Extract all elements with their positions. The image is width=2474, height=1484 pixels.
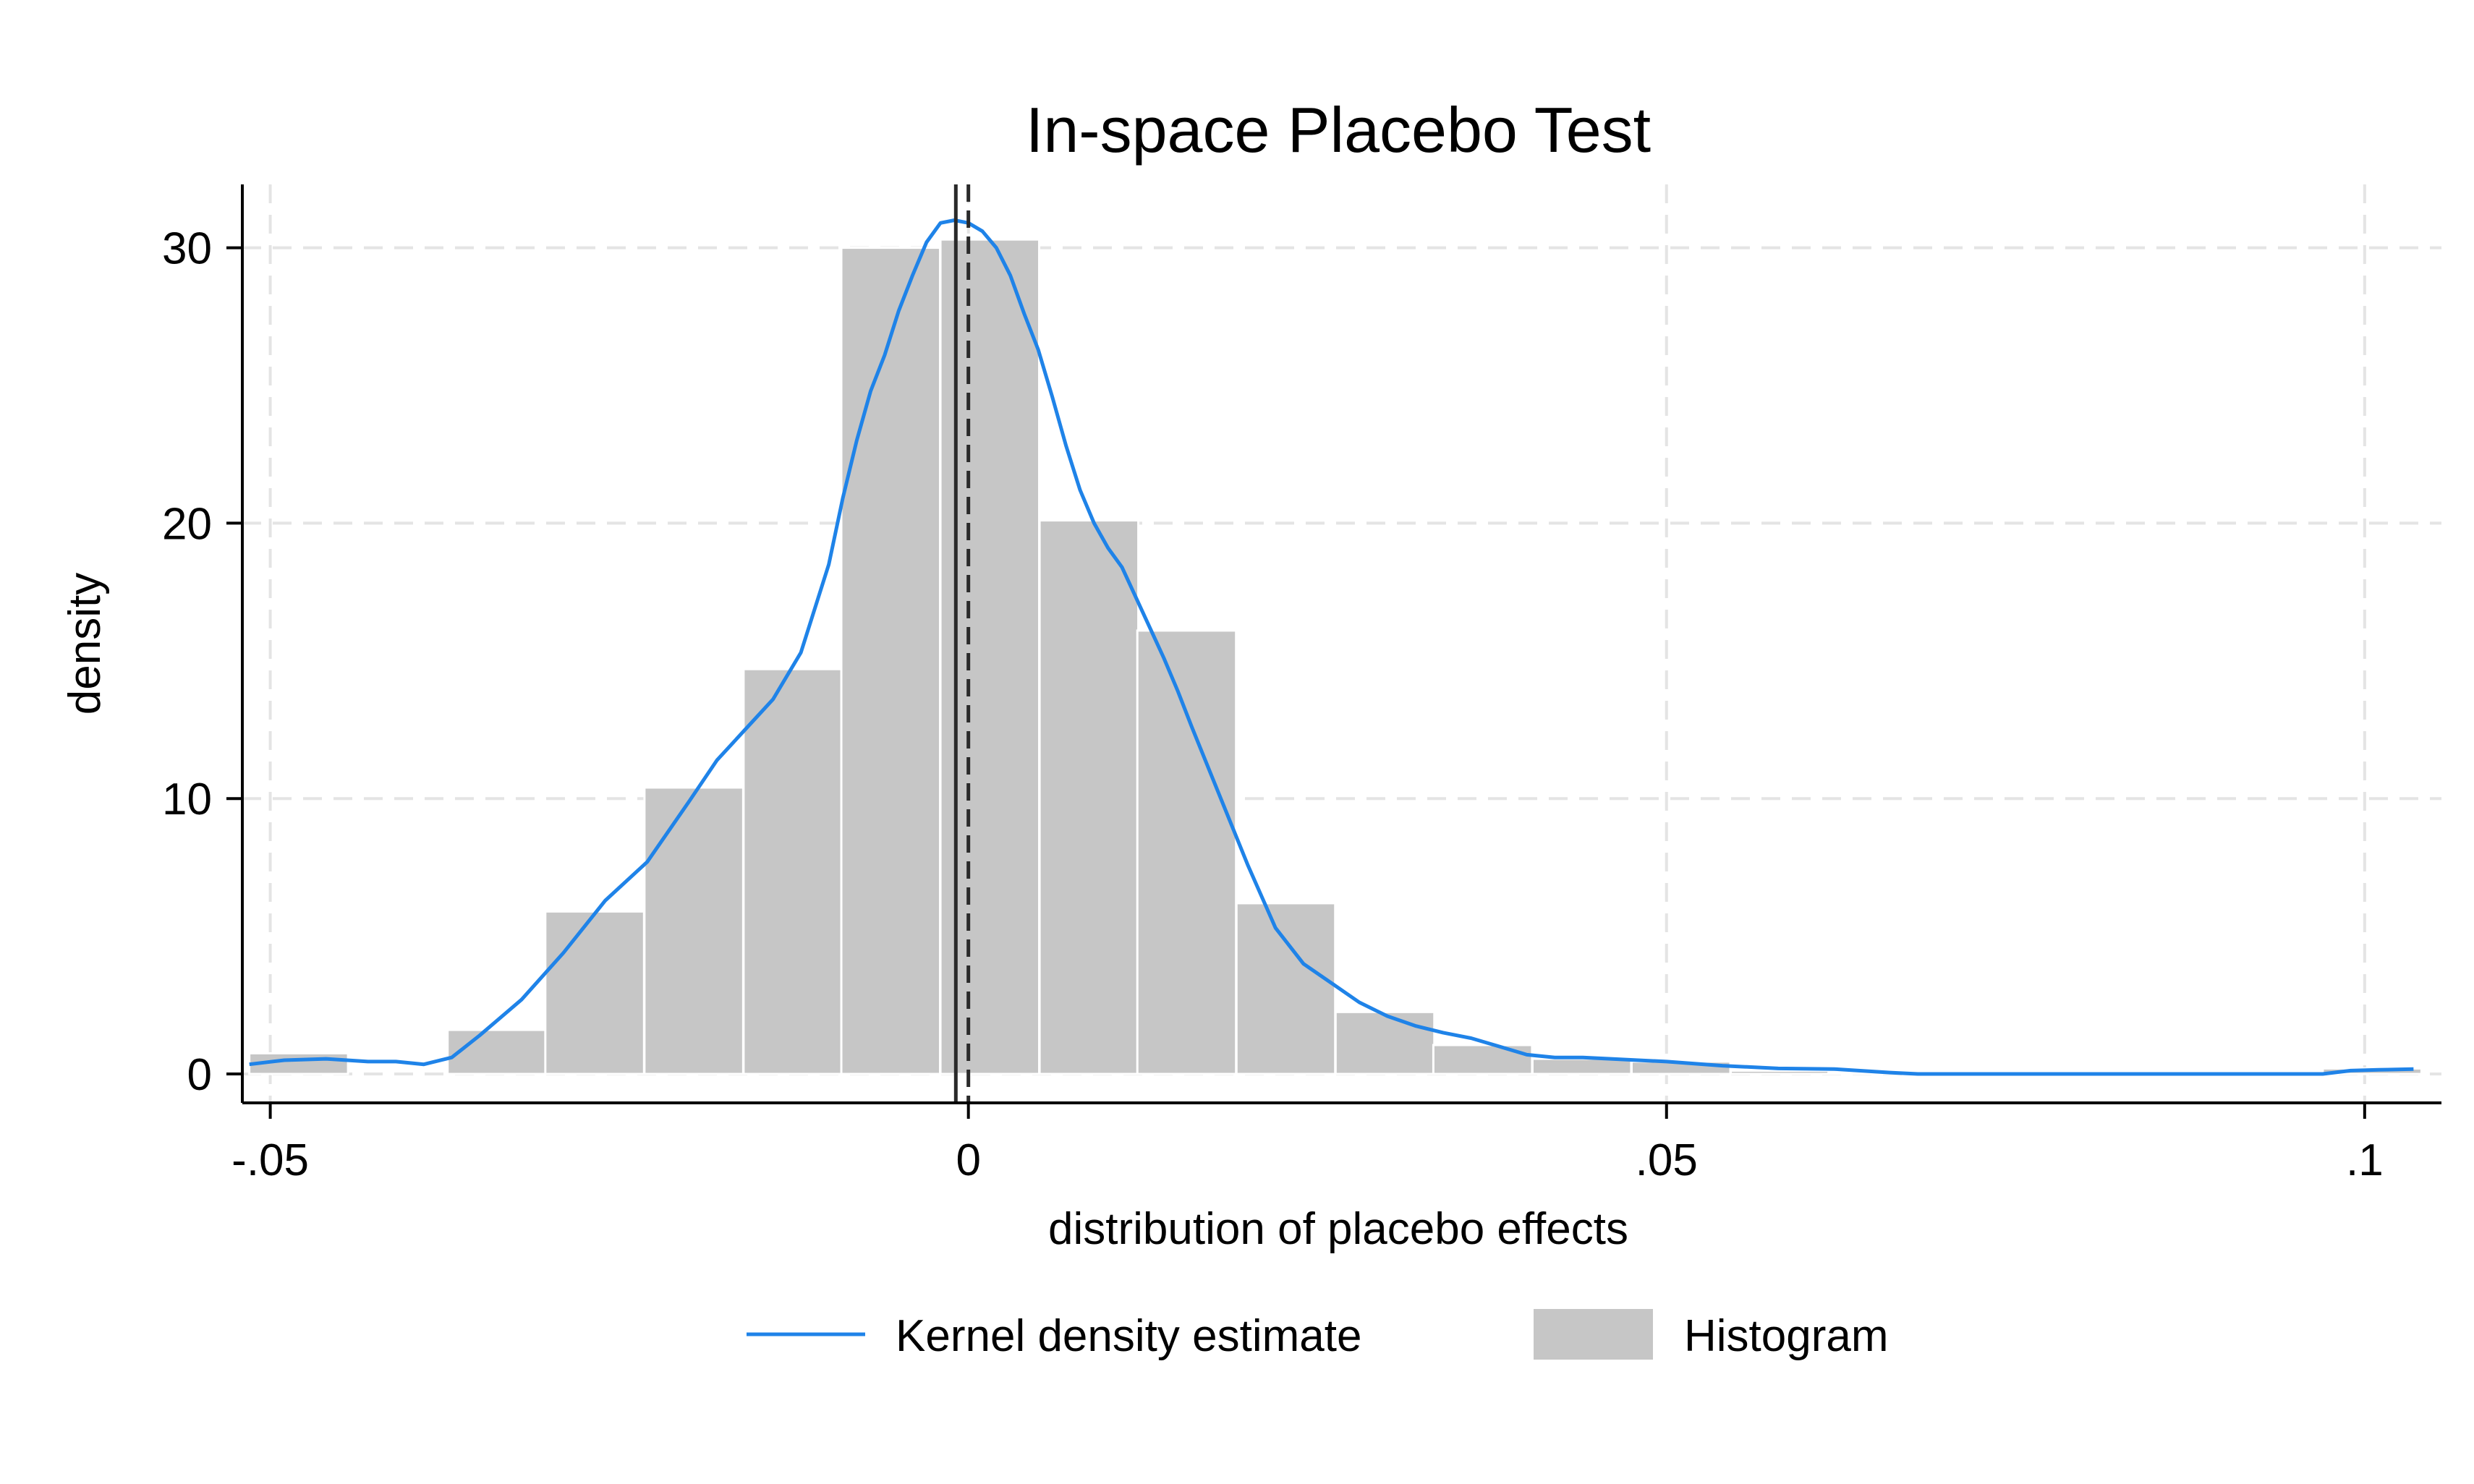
kde-curve xyxy=(249,218,2414,1076)
histogram-bar xyxy=(544,910,645,1075)
y-axis-ticks: 0 10 20 30 xyxy=(162,224,242,1100)
y-tick-label: 20 xyxy=(162,499,212,549)
reference-lines xyxy=(953,184,971,1103)
histogram-bar xyxy=(1334,1010,1436,1075)
histogram-bar xyxy=(1136,629,1238,1075)
y-axis-label: density xyxy=(60,573,110,715)
legend: Kernel density estimate Histogram xyxy=(747,1309,1889,1361)
x-tick-label: 0 xyxy=(956,1135,980,1185)
histogram-bar xyxy=(742,668,843,1075)
x-tick-label: .1 xyxy=(2346,1135,2384,1185)
histogram-bar xyxy=(446,1028,548,1075)
histogram-bar xyxy=(1730,1069,1831,1075)
histogram-bar xyxy=(1531,1057,1633,1075)
chart-title: In-space Placebo Test xyxy=(1026,94,1651,166)
histogram-bar xyxy=(643,786,744,1075)
histogram-bar xyxy=(1038,519,1140,1075)
axes xyxy=(241,184,2441,1104)
y-tick-label: 0 xyxy=(187,1050,212,1100)
legend-histogram-swatch xyxy=(1534,1309,1653,1360)
y-tick-label: 10 xyxy=(162,775,212,824)
y-tick-label: 30 xyxy=(162,224,212,274)
histogram-bar xyxy=(1432,1044,1534,1075)
x-tick-label: .05 xyxy=(1636,1135,1698,1185)
legend-kde-label: Kernel density estimate xyxy=(896,1311,1361,1361)
x-tick-label: -.05 xyxy=(231,1135,309,1185)
x-axis-ticks: -.05 0 .05 .1 xyxy=(231,1103,2384,1185)
histogram-bar xyxy=(840,247,942,1075)
legend-histogram-label: Histogram xyxy=(1684,1311,1889,1361)
x-axis-label: distribution of placebo effects xyxy=(1048,1204,1628,1254)
histogram-bar xyxy=(1235,902,1337,1075)
kde-curve-group xyxy=(249,218,2414,1076)
